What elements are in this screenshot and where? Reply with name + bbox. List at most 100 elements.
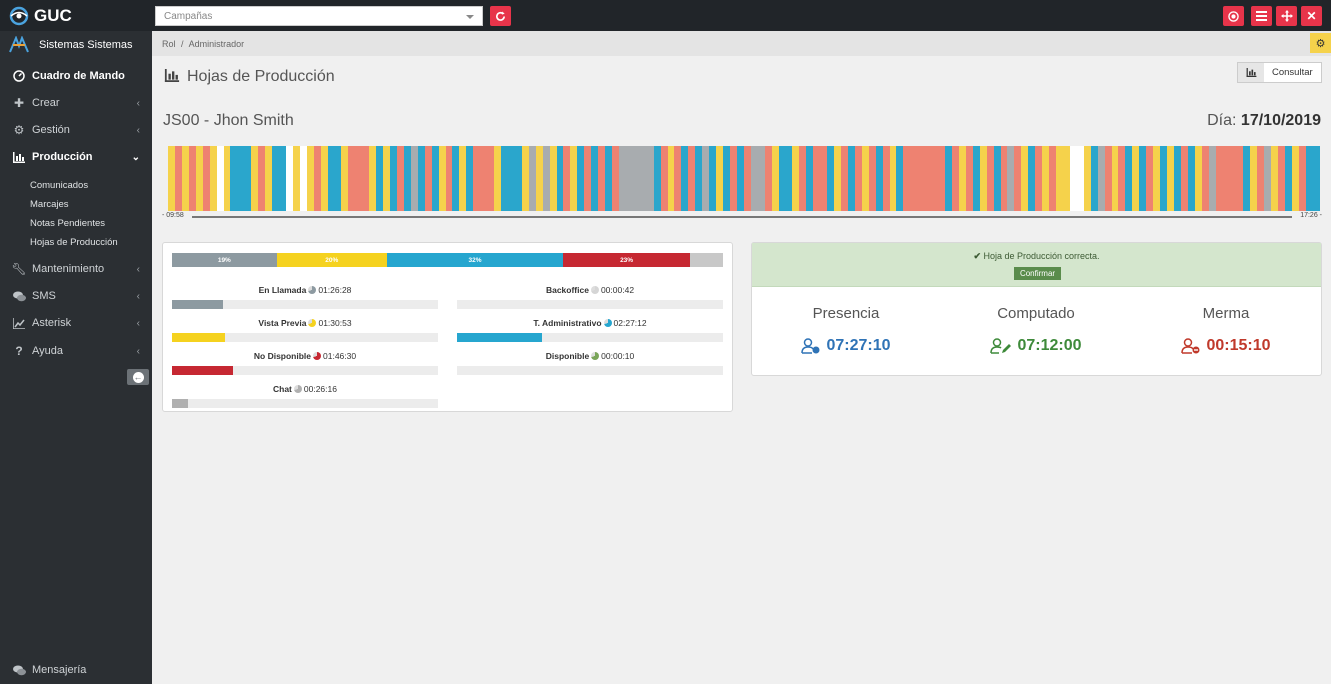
agent-name: JS00 - Jhon Smith [163, 112, 294, 129]
timeline-segment [847, 146, 855, 211]
chevron-left-icon: ‹ [136, 263, 140, 275]
sidebar-item-gestion[interactable]: ⚙ Gestión ‹ [0, 119, 152, 141]
timeline-segment [327, 146, 342, 211]
pie-chart-icon [293, 385, 302, 393]
dashboard-icon [12, 69, 26, 83]
sidebar-item-crear[interactable]: ✚ Crear ‹ [0, 92, 152, 114]
close-icon: ✕ [1306, 9, 1317, 23]
page-title: Hojas de Producción [164, 68, 335, 86]
timeline-segment [958, 146, 966, 211]
timeline-segment [528, 146, 536, 211]
collapse-sidebar-button[interactable]: ← [127, 369, 149, 385]
stat-time: 00:26:16 [303, 384, 337, 394]
timeline-segment [709, 146, 717, 211]
timeline-segment [306, 146, 314, 211]
user-edit-icon [990, 338, 1012, 354]
user-profile[interactable]: Sistemas Sistemas [0, 31, 152, 58]
timeline-segment [258, 146, 266, 211]
timeline-segment [889, 146, 897, 211]
move-button[interactable] [1276, 6, 1297, 26]
campaign-select-placeholder: Campañas [164, 11, 213, 22]
timeline-segment [168, 146, 175, 211]
timeline-segment [181, 146, 189, 211]
user-minus-icon [1181, 338, 1200, 354]
timeline-segment [272, 146, 286, 211]
confirm-button[interactable]: Confirmar [1014, 267, 1061, 280]
timeline-axis-line [192, 216, 1292, 218]
timeline-segment [605, 146, 612, 211]
sidebar-item-ayuda[interactable]: ? Ayuda ‹ [0, 340, 152, 362]
breadcrumb: Rol / Administrador ⚙ [152, 31, 1331, 56]
timeline-segment [1069, 146, 1084, 211]
timeline-segment [202, 146, 210, 211]
timeline-segment [799, 146, 807, 211]
timeline-segment [445, 146, 453, 211]
sidebar-item-label: Producción [32, 151, 93, 163]
chart-view-button[interactable] [1238, 63, 1264, 82]
timeline-segment [681, 146, 689, 211]
timeline-segment [667, 146, 675, 211]
sidebar-item-cuadro-de-mando[interactable]: Cuadro de Mando [0, 65, 152, 87]
timeline-segment [299, 146, 307, 211]
timeline-segment [501, 146, 522, 211]
stat-time: 00:00:10 [601, 351, 635, 361]
stat-fill [172, 399, 188, 408]
timeline-segment [1167, 146, 1174, 211]
stat-track [457, 366, 723, 375]
timeline-segment [951, 146, 959, 211]
sidebar-item-produccion[interactable]: Producción ⌄ [0, 146, 152, 168]
metric-title: Merma [1202, 305, 1250, 322]
app-logo[interactable]: GUC [8, 6, 72, 26]
sidebar-subitem-hojas-de-produccion[interactable]: Hojas de Producción [30, 237, 118, 248]
timeline-segment [1173, 146, 1181, 211]
activity-timeline[interactable] [168, 146, 1320, 211]
timeline-segment [792, 146, 800, 211]
refresh-icon [496, 10, 505, 21]
timeline-segment [494, 146, 501, 211]
globe-logo-icon [9, 6, 29, 26]
stat-time: 00:00:42 [600, 285, 635, 295]
timeline-segment [1083, 146, 1091, 211]
timeline-segment [1284, 146, 1292, 211]
breadcrumb-root[interactable]: Rol [162, 39, 176, 49]
distribution-segment [689, 253, 723, 267]
campaign-select[interactable]: Campañas [155, 6, 483, 26]
menu-button[interactable] [1251, 6, 1272, 26]
sidebar-item-asterisk[interactable]: Asterisk ‹ [0, 312, 152, 334]
day-label: Día: [1207, 112, 1237, 129]
sidebar-subitem-marcajes[interactable]: Marcajes [30, 199, 69, 210]
timeline-segment [542, 146, 550, 211]
timeline-segment [174, 146, 182, 211]
sidebar-item-label: Cuadro de Mando [32, 70, 125, 82]
timeline-segment [563, 146, 571, 211]
timeline-segment [1264, 146, 1272, 211]
timeline-segment [729, 146, 737, 211]
user-name: Sistemas Sistemas [39, 38, 133, 51]
pie-chart-icon [591, 352, 600, 360]
timeline-segment [660, 146, 668, 211]
sidebar-item-sms[interactable]: SMS ‹ [0, 285, 152, 307]
timeline-segment [390, 146, 397, 211]
refresh-button[interactable] [490, 6, 511, 26]
sidebar-item-mantenimiento[interactable]: 🔧︎ Mantenimiento ‹ [0, 258, 152, 280]
close-button[interactable]: ✕ [1301, 6, 1322, 26]
chevron-left-icon: ‹ [136, 317, 140, 329]
sidebar-item-mensajeria[interactable]: Mensajería [0, 659, 152, 681]
timeline-segment [618, 146, 654, 211]
timeline-segment [736, 146, 744, 211]
record-button[interactable] [1223, 6, 1244, 26]
stat-label: T. Administrativo 02:27:12 [457, 318, 723, 328]
sidebar-subitem-notas-pendientes[interactable]: Notas Pendientes [30, 218, 105, 229]
consult-button[interactable]: Consultar [1272, 67, 1313, 78]
pie-chart-icon [590, 286, 599, 294]
settings-button[interactable]: ⚙ [1310, 33, 1331, 53]
page-title-text: Hojas de Producción [187, 68, 335, 85]
timeline-segment [993, 146, 1001, 211]
timeline-start: - 09:58 [162, 212, 184, 219]
timeline-segment [452, 146, 460, 211]
timeline-segment [424, 146, 432, 211]
sidebar-subitem-comunicados[interactable]: Comunicados [30, 180, 89, 191]
timeline-segment [1042, 146, 1050, 211]
stat-no-disponible: No Disponible 01:46:30 [172, 351, 438, 381]
sidebar-item-label: Crear [32, 97, 60, 109]
